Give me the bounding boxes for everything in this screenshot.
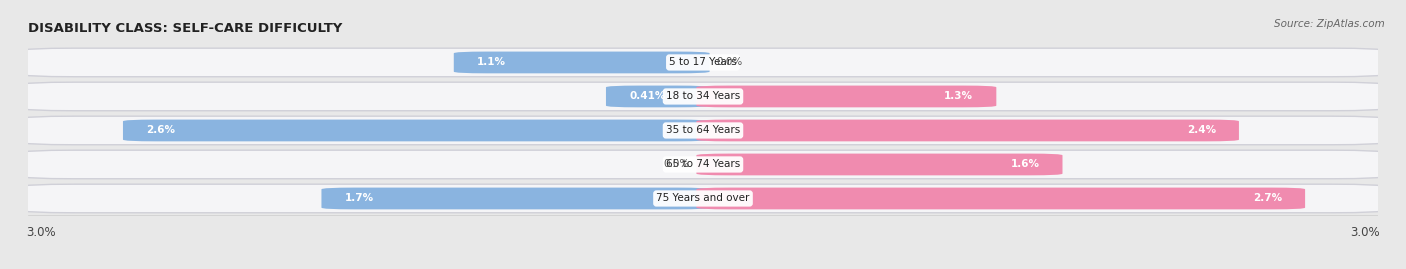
Text: 1.3%: 1.3% (945, 91, 973, 101)
Text: 18 to 34 Years: 18 to 34 Years (666, 91, 740, 101)
Text: 65 to 74 Years: 65 to 74 Years (666, 160, 740, 169)
FancyBboxPatch shape (21, 150, 1385, 179)
FancyBboxPatch shape (696, 120, 1239, 141)
FancyBboxPatch shape (21, 116, 1385, 145)
FancyBboxPatch shape (696, 187, 1305, 209)
Text: DISABILITY CLASS: SELF-CARE DIFFICULTY: DISABILITY CLASS: SELF-CARE DIFFICULTY (28, 22, 343, 35)
Text: 0.0%: 0.0% (664, 160, 690, 169)
Text: 0.0%: 0.0% (716, 58, 742, 68)
Text: 5 to 17 Years: 5 to 17 Years (669, 58, 737, 68)
Text: 2.4%: 2.4% (1187, 125, 1216, 136)
FancyBboxPatch shape (21, 48, 1385, 77)
Text: Source: ZipAtlas.com: Source: ZipAtlas.com (1274, 19, 1385, 29)
Text: 2.6%: 2.6% (146, 125, 176, 136)
FancyBboxPatch shape (21, 82, 1385, 111)
FancyBboxPatch shape (606, 86, 710, 107)
Text: 0.41%: 0.41% (628, 91, 665, 101)
FancyBboxPatch shape (454, 52, 710, 73)
Legend: Male, Female: Male, Female (631, 268, 775, 269)
Text: 2.7%: 2.7% (1253, 193, 1282, 203)
Text: 1.1%: 1.1% (477, 58, 506, 68)
FancyBboxPatch shape (322, 187, 710, 209)
Text: 35 to 64 Years: 35 to 64 Years (666, 125, 740, 136)
FancyBboxPatch shape (696, 154, 1063, 175)
Text: 1.7%: 1.7% (344, 193, 374, 203)
FancyBboxPatch shape (696, 86, 997, 107)
FancyBboxPatch shape (21, 184, 1385, 213)
FancyBboxPatch shape (122, 120, 710, 141)
Text: 75 Years and over: 75 Years and over (657, 193, 749, 203)
Text: 1.6%: 1.6% (1011, 160, 1039, 169)
